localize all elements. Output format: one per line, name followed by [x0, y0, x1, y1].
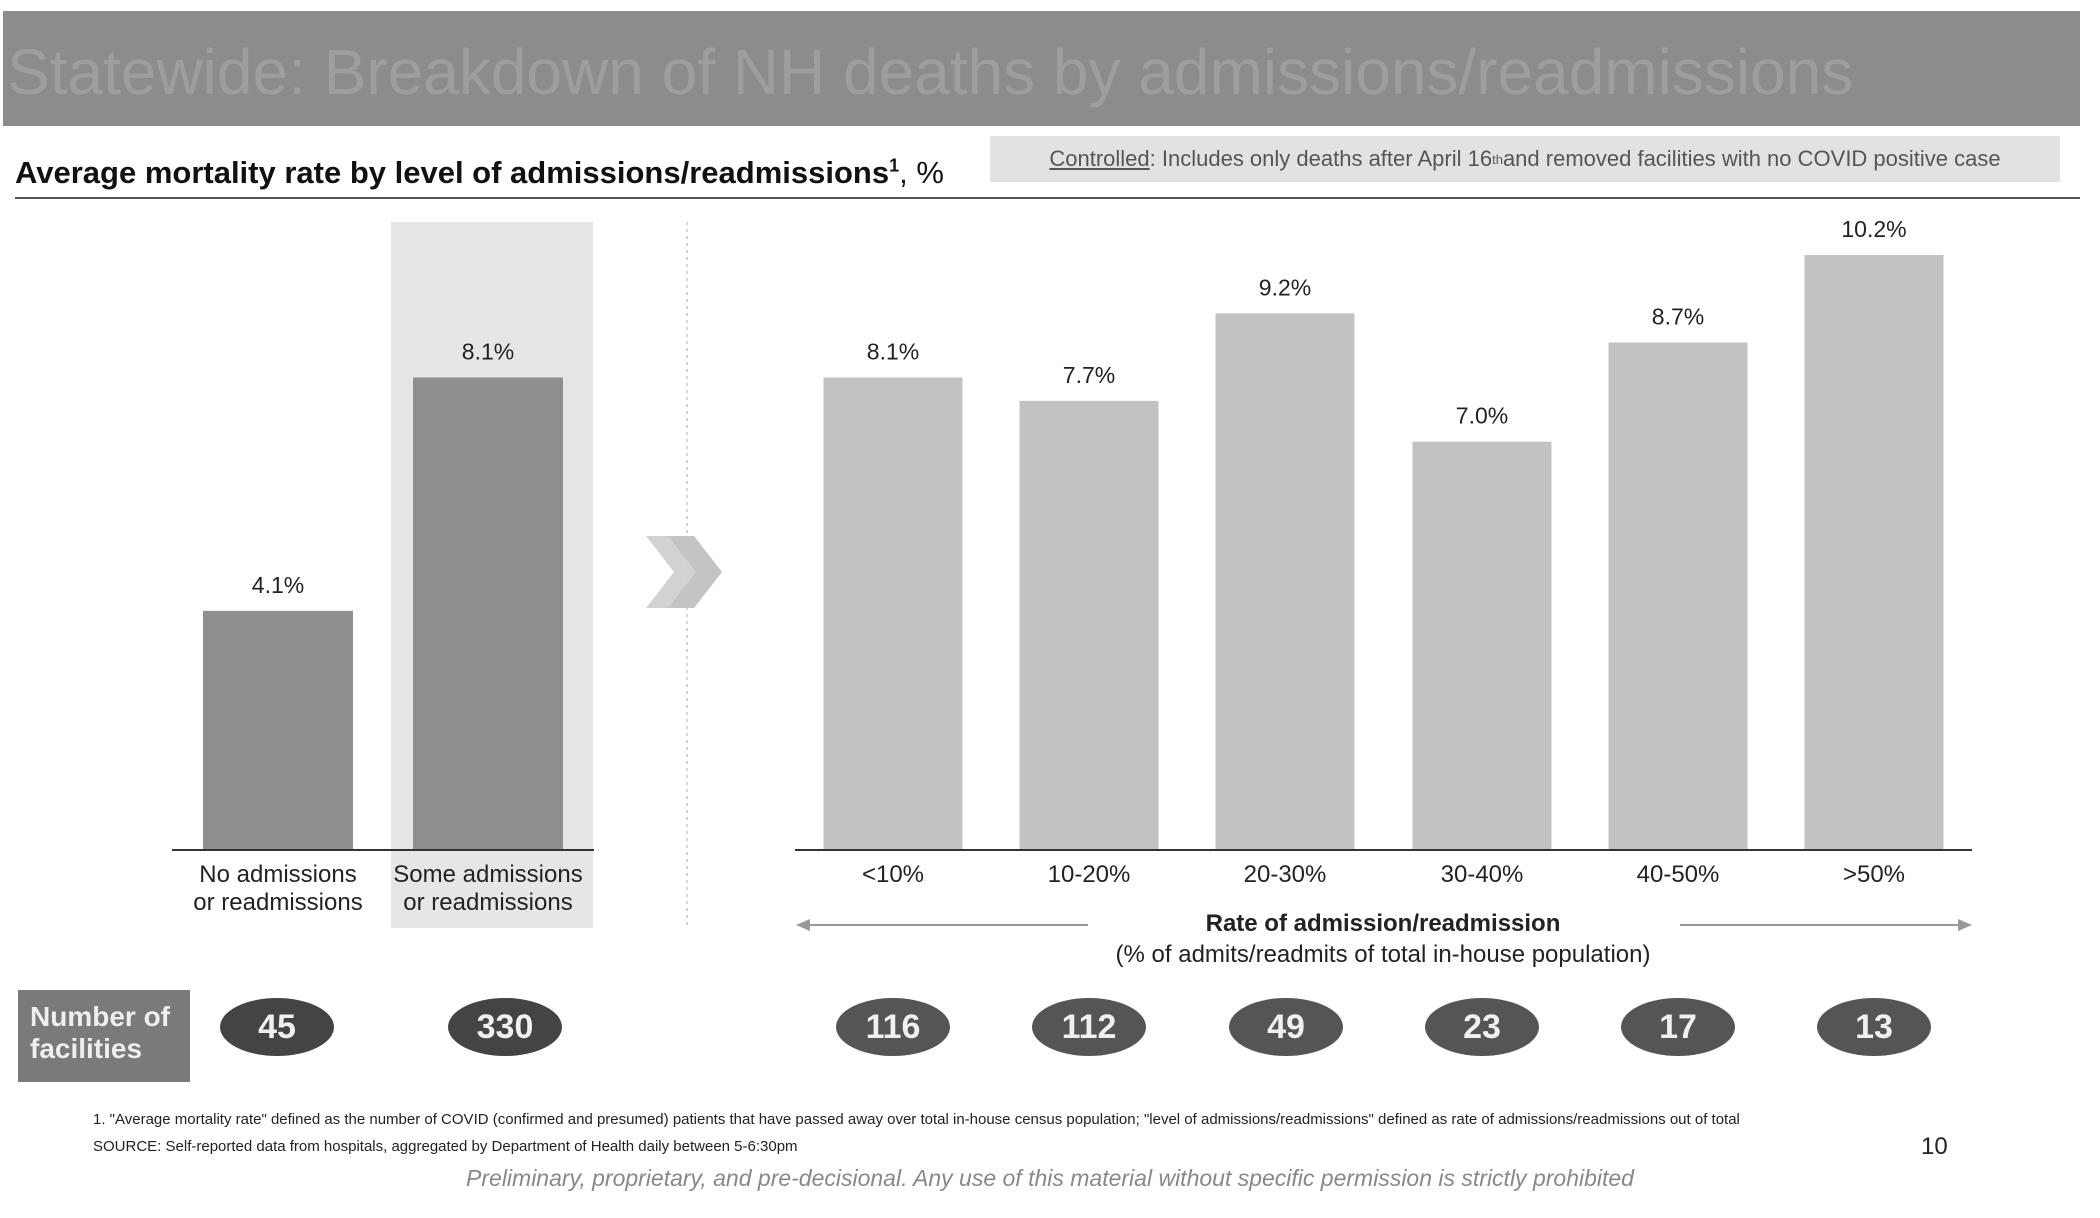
- subtitle-footnote-mark: 1: [889, 155, 900, 176]
- data-label: 8.7%: [1652, 304, 1704, 330]
- data-label: 7.0%: [1456, 403, 1508, 429]
- page-title: Statewide: Breakdown of NH deaths by adm…: [7, 36, 1854, 108]
- category-label: <10%: [862, 861, 924, 888]
- data-label: 10.2%: [1841, 216, 1906, 242]
- chevron-icon: [646, 536, 700, 608]
- controlled-text-b: and removed facilities with no COVID pos…: [1502, 146, 2001, 171]
- bar: [1215, 313, 1355, 850]
- page-number: 10: [1921, 1133, 1948, 1160]
- arrow-right-icon: [1958, 919, 1972, 931]
- bar: [823, 377, 963, 850]
- category-label: 40-50%: [1637, 861, 1720, 888]
- data-label: 8.1%: [867, 339, 919, 365]
- bar: [1412, 441, 1552, 850]
- category-label: Some admissions: [393, 861, 582, 888]
- subtitle-unit: , %: [899, 155, 944, 190]
- facility-count-20-30: 49: [1229, 998, 1343, 1056]
- category-label: or readmissions: [403, 889, 572, 916]
- chevron-icon: [668, 536, 722, 608]
- facility-count-no-admissions: 45: [220, 998, 334, 1056]
- category-label: >50%: [1843, 861, 1905, 888]
- category-label: No admissions: [199, 861, 356, 888]
- nf-label-line1: Number of: [30, 1001, 170, 1032]
- x-axis-title: Rate of admission/readmission: [1206, 910, 1561, 937]
- category-label: 10-20%: [1048, 861, 1131, 888]
- category-label: 20-30%: [1244, 861, 1327, 888]
- data-label: 7.7%: [1063, 362, 1115, 388]
- data-label: 8.1%: [462, 339, 514, 365]
- disclaimer: Preliminary, proprietary, and pre-decisi…: [466, 1165, 1634, 1191]
- bar: [1608, 342, 1748, 850]
- bar: [413, 377, 563, 850]
- footnote-source: SOURCE: Self-reported data from hospital…: [93, 1138, 798, 1155]
- facility-count-30-40: 23: [1425, 998, 1539, 1056]
- controlled-text-a: : Includes only deaths after April 16: [1149, 146, 1493, 171]
- header-divider: [15, 197, 2080, 199]
- nf-label-line2: facilities: [30, 1033, 143, 1064]
- facility-count-40-50: 17: [1621, 998, 1735, 1056]
- chart-subtitle: Average mortality rate by level of admis…: [15, 155, 944, 191]
- subtitle-text: Average mortality rate by level of admis…: [15, 155, 890, 190]
- number-of-facilities-label: Number of facilities: [18, 990, 190, 1082]
- bar: [1019, 400, 1159, 850]
- controlled-note: Controlled: Includes only deaths after A…: [990, 136, 2060, 182]
- data-label: 9.2%: [1259, 274, 1311, 300]
- bar: [1804, 255, 1944, 850]
- facility-count-gt50: 13: [1817, 998, 1931, 1056]
- x-axis-subtitle: (% of admits/readmits of total in-house …: [1116, 941, 1651, 968]
- facility-count-lt10: 116: [836, 998, 950, 1056]
- title-bar: Statewide: Breakdown of NH deaths by adm…: [3, 11, 2080, 126]
- facility-count-10-20: 112: [1032, 998, 1146, 1056]
- data-label: 4.1%: [252, 572, 304, 598]
- footnote-definition: 1. "Average mortality rate" defined as t…: [93, 1111, 1740, 1128]
- category-label: 30-40%: [1441, 861, 1524, 888]
- facility-count-some-admissions: 330: [448, 998, 562, 1056]
- bar: [203, 610, 353, 850]
- controlled-label: Controlled: [1049, 146, 1150, 171]
- arrow-left-icon: [796, 919, 810, 931]
- category-label: or readmissions: [193, 889, 362, 916]
- controlled-sup: th: [1492, 151, 1503, 167]
